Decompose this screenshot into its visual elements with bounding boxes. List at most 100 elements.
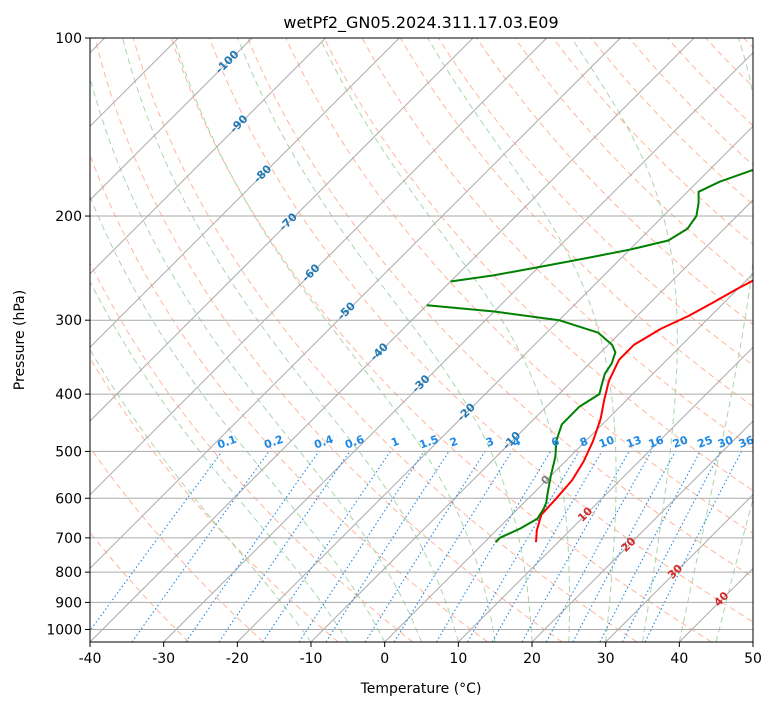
x-tick-label: 10 — [449, 651, 467, 667]
dry-adiabat — [514, 38, 753, 285]
mixing-ratio-line — [621, 451, 722, 642]
dewpoint-line — [426, 304, 617, 543]
y-axis-label: Pressure (hPa) — [12, 290, 28, 390]
mixing-ratio-line — [644, 451, 742, 642]
x-tick-label: 50 — [744, 651, 762, 667]
dry-adiabat — [90, 446, 264, 642]
y-tick-label: 900 — [55, 595, 82, 611]
mixing-ratio-line — [325, 451, 450, 642]
mixing-ratio-line — [262, 451, 391, 642]
mixing-ratio-label: 0.6 — [343, 433, 366, 452]
mixing-ratio-label: 0.1 — [216, 433, 239, 452]
y-tick-label: 600 — [55, 491, 82, 507]
isotherm — [90, 38, 253, 201]
temperature-line — [535, 279, 753, 543]
dry-adiabat — [590, 38, 753, 206]
mixing-ratio-line — [185, 451, 320, 642]
x-tick-label: 20 — [523, 651, 541, 667]
y-tick-label: 100 — [55, 31, 82, 47]
mixing-ratio-label: 16 — [647, 433, 666, 451]
x-tick-label: 30 — [597, 651, 615, 667]
isotherm — [531, 420, 753, 642]
dry-adiabat — [94, 38, 563, 642]
mixing-ratio-label: 2 — [448, 435, 460, 450]
mixing-ratio-line — [393, 451, 513, 642]
x-tick-label: -20 — [226, 651, 249, 667]
mixing-ratio-label: 1.5 — [418, 433, 441, 452]
moist-adiabat — [715, 497, 753, 642]
x-tick-label: -30 — [152, 651, 175, 667]
mixing-ratio-label: 10 — [597, 433, 616, 451]
x-axis: -40 -30 -20 -10 0 10 20 30 40 50 — [79, 642, 762, 667]
dry-adiabat — [132, 38, 638, 642]
y-tick-label: 200 — [55, 209, 82, 225]
isotherm — [457, 346, 753, 642]
dry-adiabat — [209, 38, 753, 623]
isotherm — [384, 272, 753, 642]
y-tick-label: 1000 — [46, 622, 82, 638]
mixing-ratio-label: 30 — [716, 433, 735, 451]
dry-adiabat — [247, 38, 753, 578]
y-axis: 100 200 300 400 500 600 700 800 900 1000 — [46, 31, 90, 638]
moist-adiabat — [90, 75, 422, 642]
moist-adiabat — [319, 38, 570, 642]
moist-adiabat — [90, 195, 386, 642]
isotherm — [90, 38, 474, 422]
mixing-ratio-line — [572, 451, 676, 642]
x-tick-label: -40 — [79, 651, 102, 667]
y-tick-label: 300 — [55, 313, 82, 329]
mixing-ratio-line — [218, 451, 351, 642]
mixing-ratio-label: 25 — [696, 433, 715, 450]
mixing-ratio-label: 1 — [389, 435, 401, 450]
mixing-ratio-label: 8 — [578, 435, 590, 450]
moist-adiabat — [427, 38, 617, 642]
y-tick-label: 800 — [55, 565, 82, 581]
dry-adiabat — [399, 38, 753, 408]
isotherm — [163, 51, 753, 642]
isotherm — [310, 199, 753, 642]
mixing-ratio-line — [298, 451, 425, 642]
y-tick-label: 500 — [55, 444, 82, 460]
mixing-ratio-label: 0.2 — [262, 433, 285, 452]
isotherm — [605, 493, 753, 642]
mixing-ratio-label: 6 — [550, 435, 562, 450]
dry-adiabat — [476, 38, 753, 326]
mixing-ratio-line — [131, 451, 270, 642]
profile-series — [426, 168, 753, 543]
pressure-gridlines — [90, 38, 753, 630]
x-tick-label: 0 — [380, 651, 389, 667]
dry-adiabat — [628, 38, 753, 166]
x-tick-label: 40 — [670, 651, 688, 667]
x-tick-label: -10 — [300, 651, 323, 667]
mixing-ratio-label: 13 — [625, 433, 644, 450]
y-tick-label: 700 — [55, 531, 82, 547]
isotherm — [236, 125, 753, 642]
dry-adiabat — [90, 261, 414, 642]
mixing-ratio-label: 4 — [511, 435, 523, 450]
moist-adiabat — [678, 38, 753, 642]
mixing-ratio-line — [90, 451, 223, 632]
isotherm — [90, 38, 400, 349]
dry-adiabat — [170, 38, 712, 642]
dewpoint_upper-line — [450, 168, 753, 283]
background-lines — [90, 38, 753, 642]
x-axis-label: Temperature (°C) — [360, 681, 482, 697]
moist-adiabat — [173, 38, 496, 642]
plot-frame — [89, 37, 754, 643]
moist-adiabat — [237, 38, 533, 642]
mixing-ratio-label: 36 — [737, 433, 756, 451]
isotherm — [90, 38, 327, 275]
mixing-ratio-label: 0.4 — [312, 433, 335, 452]
isotherm — [90, 38, 548, 496]
mixing-ratio-line — [545, 451, 652, 642]
y-tick-label: 400 — [55, 387, 82, 403]
isotherm — [90, 38, 695, 642]
mixing-ratio-label: 20 — [671, 433, 690, 451]
moist-adiabat — [571, 38, 678, 642]
mixing-ratio-line — [521, 451, 630, 642]
isotherm — [90, 38, 621, 570]
dry-adiabat — [323, 38, 753, 492]
chart-title: wetPf2_GN05.2024.311.17.03.E09 — [283, 13, 558, 33]
moist-adiabat — [122, 38, 459, 642]
